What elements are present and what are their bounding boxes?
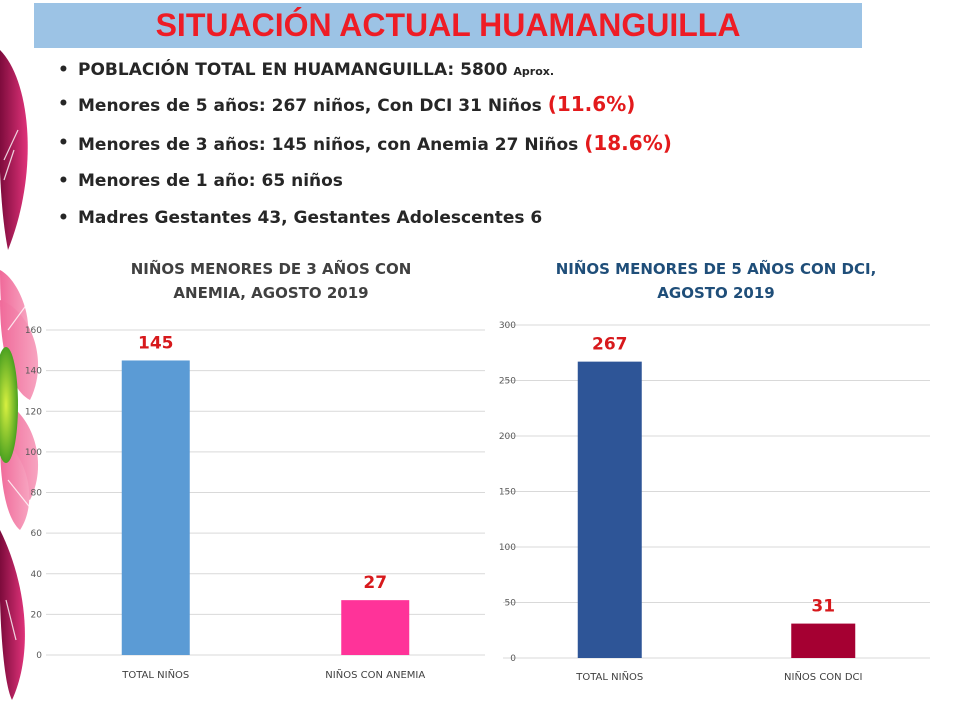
bullet-under-3-text: Menores de 3 años: 145 niños, con Anemia… bbox=[78, 135, 579, 155]
bullet-under-5-text: Menores de 5 años: 267 niños, Con DCI 31… bbox=[78, 96, 542, 116]
bullet-population-text: POBLACIÓN TOTAL EN HUAMANGUILLA: 5800 bbox=[78, 60, 508, 80]
chart-2-y-tick-label: 100 bbox=[499, 543, 516, 553]
chart-1-y-tick-label: 140 bbox=[25, 367, 42, 377]
chart-1-data-label: 27 bbox=[363, 573, 387, 593]
bullet-under-3-percent: (18.6%) bbox=[584, 131, 672, 155]
chart-1-bar bbox=[341, 600, 410, 655]
bullet-pregnant-mothers-text: Madres Gestantes 43, Gestantes Adolescen… bbox=[78, 208, 543, 228]
title-banner: SITUACIÓN ACTUAL HUAMANGUILLA bbox=[34, 3, 862, 48]
chart-2-category-label: NIÑOS CON DCI bbox=[784, 670, 862, 683]
chart-2-title-line: NIÑOS MENORES DE 5 AÑOS CON DCI, bbox=[556, 259, 877, 278]
chart-2-category-label: TOTAL NIÑOS bbox=[575, 670, 643, 683]
chart-2-y-tick-label: 250 bbox=[499, 377, 516, 387]
page-title: SITUACIÓN ACTUAL HUAMANGUILLA bbox=[155, 7, 741, 43]
chart-1-y-tick-label: 40 bbox=[31, 570, 43, 580]
chart-2-bar bbox=[577, 361, 642, 658]
chart-2-y-tick-label: 0 bbox=[510, 654, 516, 664]
bullet-population-note: Aprox. bbox=[513, 65, 555, 78]
bullet-population: POBLACIÓN TOTAL EN HUAMANGUILLA: 5800 Ap… bbox=[58, 55, 672, 85]
bullet-under-1: Menores de 1 año: 65 niños bbox=[58, 163, 672, 199]
chart-2-y-tick-label: 300 bbox=[499, 321, 516, 331]
chart-1-bar bbox=[121, 360, 190, 655]
chart-1-y-tick-label: 120 bbox=[25, 407, 42, 417]
chart-1-category-label: TOTAL NIÑOS bbox=[121, 668, 189, 681]
chart-1-y-tick-label: 0 bbox=[36, 651, 42, 661]
chart-2-bar bbox=[791, 623, 856, 658]
chart-1-y-tick-label: 80 bbox=[31, 489, 43, 499]
bullet-under-1-text: Menores de 1 año: 65 niños bbox=[78, 171, 343, 191]
chart-1-title-line: ANEMIA, AGOSTO 2019 bbox=[173, 284, 368, 302]
chart-1-y-tick-label: 100 bbox=[25, 448, 42, 458]
flower-decoration-icon bbox=[0, 50, 39, 700]
chart-2-y-tick-label: 150 bbox=[499, 488, 516, 498]
summary-bullet-list: POBLACIÓN TOTAL EN HUAMANGUILLA: 5800 Ap… bbox=[58, 55, 672, 237]
chart-1-title-line: NIÑOS MENORES DE 3 AÑOS CON bbox=[131, 259, 412, 278]
bullet-under-5-percent: (11.6%) bbox=[547, 92, 636, 116]
chart-2-data-label: 31 bbox=[811, 597, 835, 617]
bullet-under-3: Menores de 3 años: 145 niños, con Anemia… bbox=[58, 123, 672, 163]
chart-2-title-line: AGOSTO 2019 bbox=[657, 284, 774, 302]
chart-2-data-label: 267 bbox=[592, 335, 628, 355]
chart-1-data-label: 145 bbox=[138, 333, 174, 353]
chart-1-y-tick-label: 60 bbox=[31, 529, 43, 539]
chart-1-y-tick-label: 20 bbox=[31, 610, 43, 620]
chart-1-category-label: NIÑOS CON ANEMIA bbox=[325, 668, 425, 681]
bullet-under-5: Menores de 5 años: 267 niños, Con DCI 31… bbox=[58, 85, 672, 123]
bullet-pregnant-mothers: Madres Gestantes 43, Gestantes Adolescen… bbox=[58, 199, 672, 237]
chart-2-y-tick-label: 200 bbox=[499, 432, 516, 442]
chart-2-y-tick-label: 50 bbox=[505, 599, 517, 609]
chart-1-y-tick-label: 160 bbox=[25, 326, 42, 336]
